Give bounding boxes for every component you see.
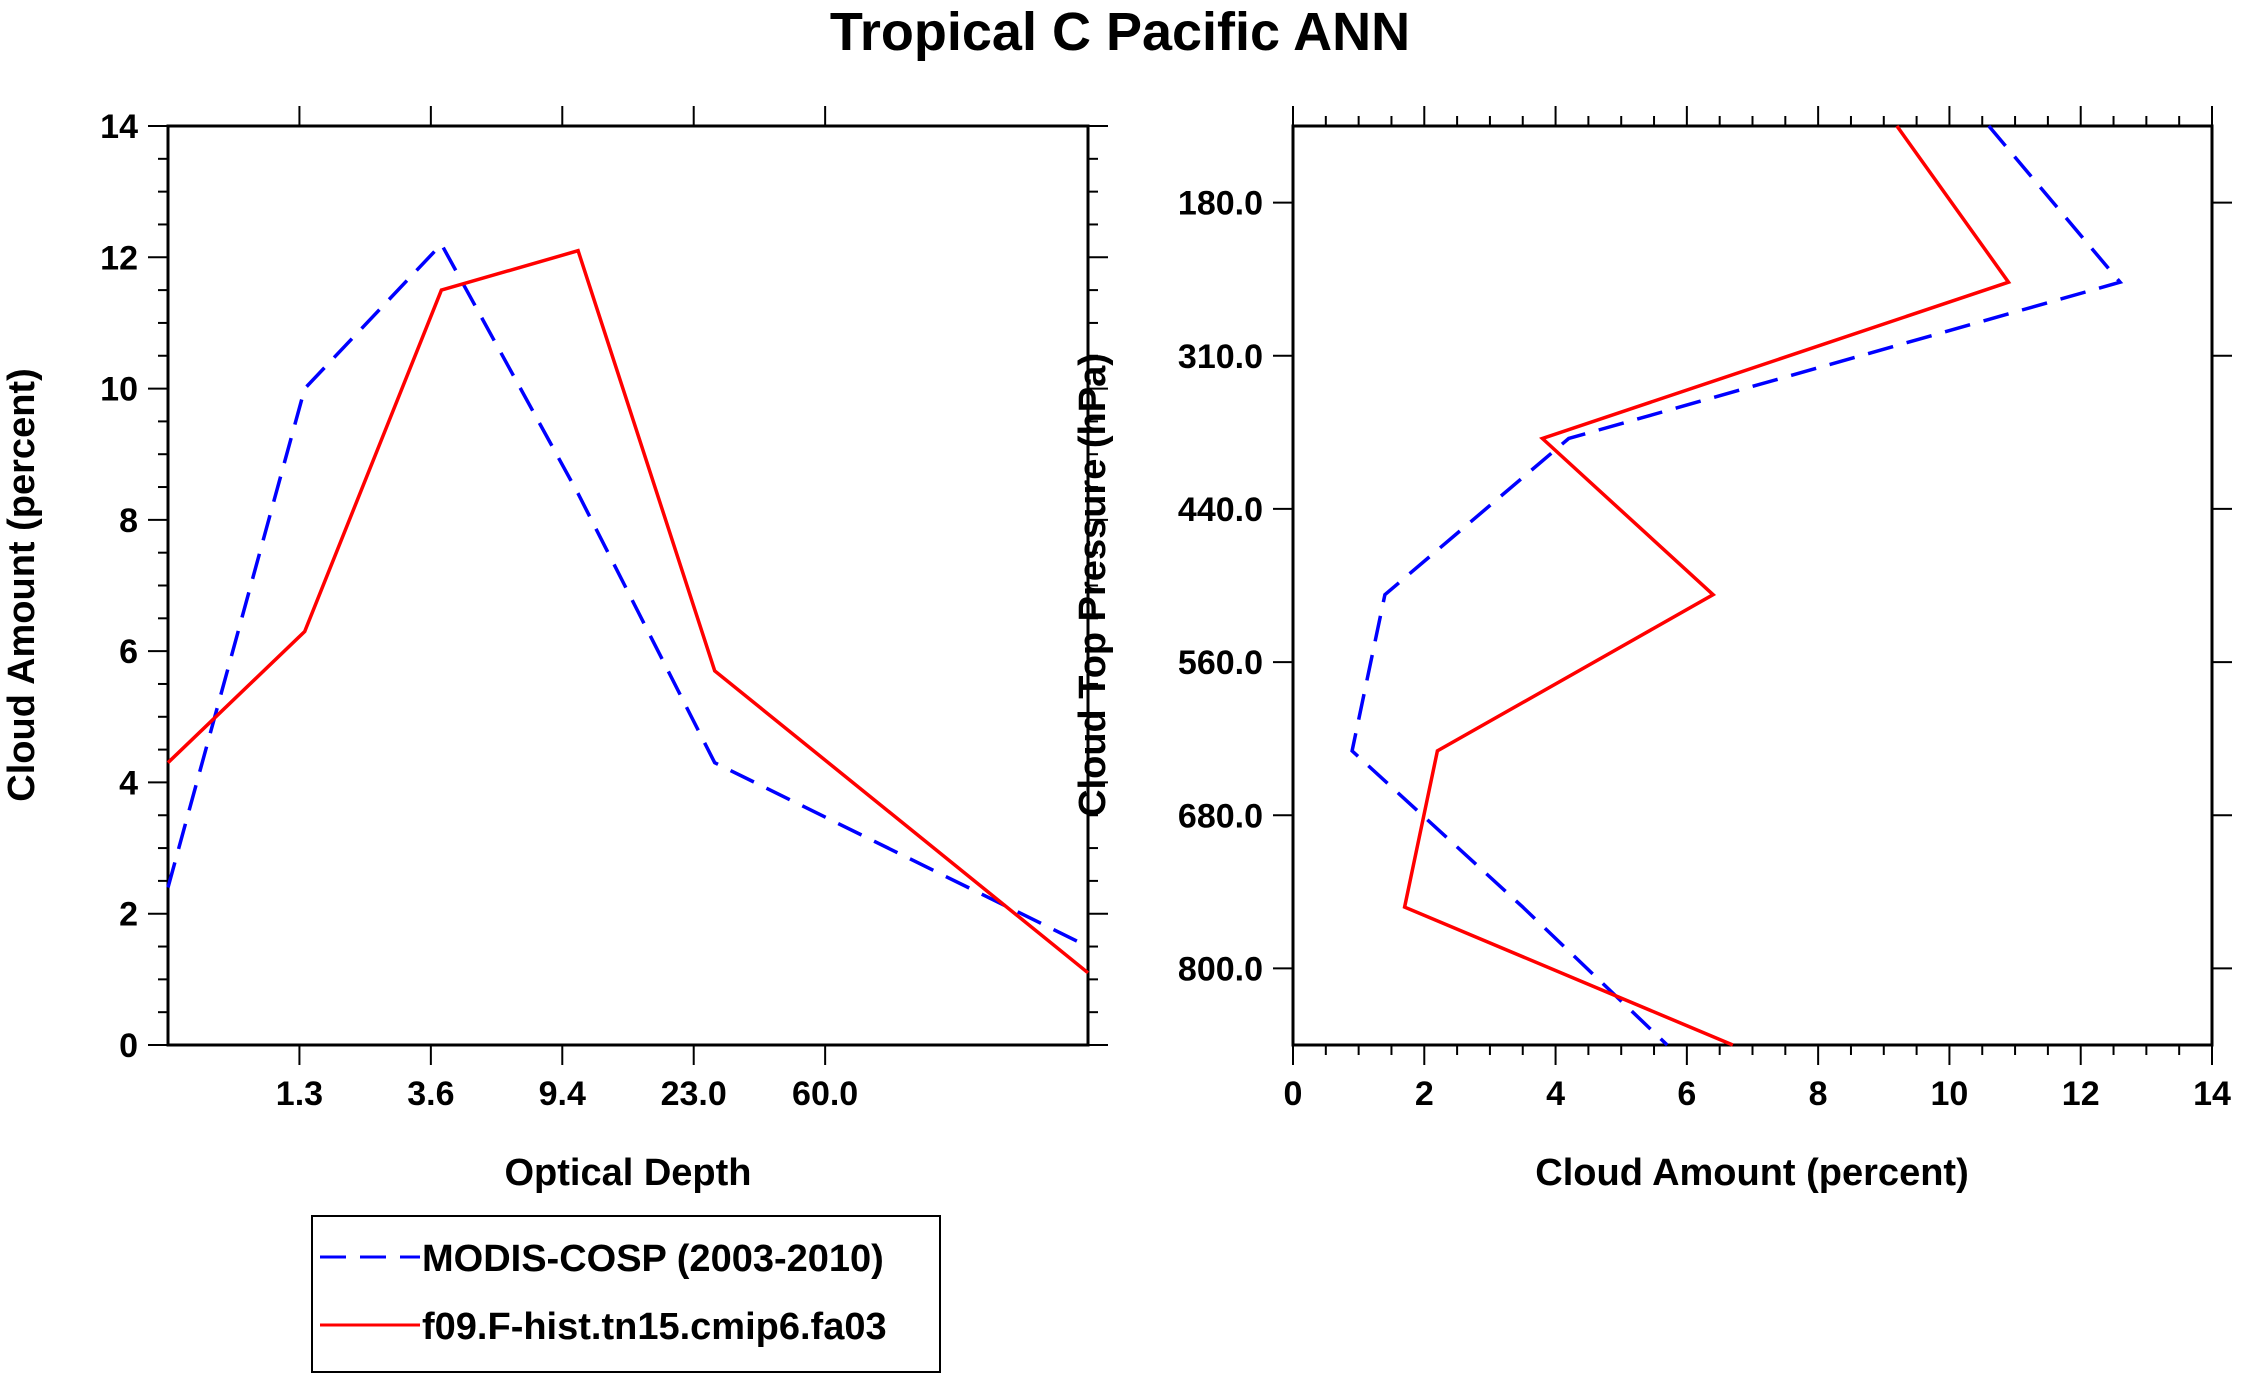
left-ticks: 0 2 4 6 8 10 12 14 1.3 3.6 9.4 23.0 60.0 xyxy=(100,106,1108,1113)
right-x-tick-label: 8 xyxy=(1809,1075,1828,1113)
left-y-tick-label: 4 xyxy=(119,764,138,802)
left-y-tick-label: 14 xyxy=(100,108,138,146)
left-y-tick-label: 10 xyxy=(100,371,138,409)
left-series xyxy=(166,241,1090,975)
left-plot-frame xyxy=(166,124,1090,1047)
legend-label-modis: MODIS-COSP (2003-2010) xyxy=(422,1238,884,1280)
left-x-tick-label: 3.6 xyxy=(407,1075,454,1113)
right-y-tick-label: 800.0 xyxy=(1178,950,1263,988)
left-x-axis-label: Optical Depth xyxy=(504,1152,751,1194)
right-x-tick-label: 2 xyxy=(1415,1075,1434,1113)
legend-box xyxy=(311,1215,941,1373)
right-y-tick-label: 680.0 xyxy=(1178,797,1263,835)
left-panel: 0 2 4 6 8 10 12 14 1.3 3.6 9.4 23.0 60.0 Optical Dep… xyxy=(1,106,1108,1194)
left-x-tick-label: 9.4 xyxy=(539,1075,586,1113)
left-series-model-line xyxy=(166,248,1090,975)
right-x-tick-label: 6 xyxy=(1677,1075,1696,1113)
right-panel: 0 2 4 6 8 10 12 14 180.0 310.0 440.0 560.0 680.0 800.… xyxy=(1072,106,2232,1194)
left-y-axis-label: Cloud Amount (percent) xyxy=(1,368,43,801)
right-x-tick-label: 0 xyxy=(1284,1075,1303,1113)
right-y-tick-label: 440.0 xyxy=(1178,491,1263,529)
right-y-tick-label: 180.0 xyxy=(1178,185,1263,223)
left-y-tick-label: 2 xyxy=(119,896,138,934)
right-series xyxy=(1350,124,2124,1047)
left-series-modis-line xyxy=(166,241,1089,949)
left-y-tick-label: 8 xyxy=(119,502,138,540)
left-y-tick-label: 12 xyxy=(100,239,138,277)
left-x-tick-label: 23.0 xyxy=(661,1075,727,1113)
left-y-tick-label: 0 xyxy=(119,1027,138,1065)
right-plot-frame xyxy=(1291,124,2214,1047)
right-x-tick-label: 10 xyxy=(1931,1075,1969,1113)
right-x-tick-label: 14 xyxy=(2193,1075,2231,1113)
right-series-model-line xyxy=(1402,124,2012,1047)
right-y-axis-label: Cloud Top Pressure (hPa) xyxy=(1072,353,1114,817)
right-x-axis-label: Cloud Amount (percent) xyxy=(1535,1152,1968,1194)
right-x-tick-label: 12 xyxy=(2062,1075,2100,1113)
legend: MODIS-COSP (2003-2010) f09.F-hist.tn15.c… xyxy=(311,1215,941,1373)
right-series-modis-line xyxy=(1350,124,2124,1047)
right-ticks: 0 2 4 6 8 10 12 14 180.0 310.0 440.0 560.0 680.0 800.… xyxy=(1178,106,2232,1113)
right-x-tick-label: 4 xyxy=(1546,1075,1565,1113)
left-x-tick-label: 1.3 xyxy=(276,1075,323,1113)
left-y-tick-label: 6 xyxy=(119,633,138,671)
chart-title: Tropical C Pacific ANN xyxy=(830,2,1410,62)
right-y-tick-label: 560.0 xyxy=(1178,644,1263,682)
left-x-tick-label: 60.0 xyxy=(792,1075,858,1113)
right-y-tick-label: 310.0 xyxy=(1178,338,1263,376)
legend-label-model: f09.F-hist.tn15.cmip6.fa03 xyxy=(422,1306,887,1348)
